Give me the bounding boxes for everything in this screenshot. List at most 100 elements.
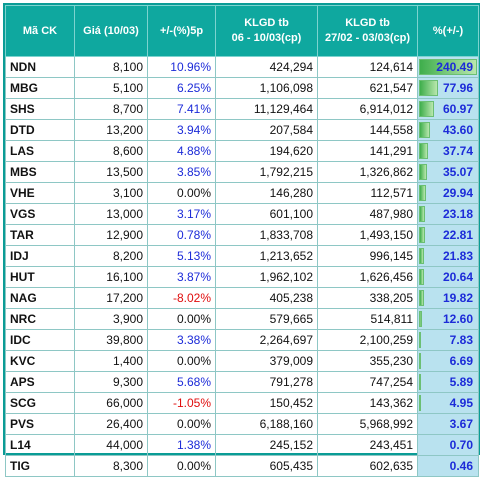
price-cell: 13,500 [74,161,148,183]
change-cell: -8.02% [147,287,216,309]
volume-change-pct-cell: 6.69 [417,350,479,372]
volume-prior-cell: 112,571 [317,182,418,204]
table-row: MBS 13,500 3.85% 1,792,215 1,326,862 35.07 [5,161,479,183]
change-cell: 3.94% [147,119,216,141]
volume-change-bar [419,143,429,159]
change-cell: 0.78% [147,224,216,246]
volume-change-bar [419,164,428,180]
volume-recent-cell: 601,100 [215,203,318,225]
volume-change-value: 37.74 [442,144,473,158]
volume-change-bar [419,101,434,117]
price-cell: 8,200 [74,245,148,267]
volume-change-value: 29.94 [442,186,473,200]
stock-volume-table: Mã CK Giá (10/03) +/-(%)5p KLGD tb 06 - … [5,5,479,477]
price-cell: 44,000 [74,434,148,456]
volume-change-pct-cell: 22.81 [417,224,479,246]
volume-change-value: 0.70 [449,438,473,452]
volume-change-bar [419,80,438,96]
table-row: NRC 3,900 0.00% 579,665 514,811 12.60 [5,308,479,330]
volume-change-value: 21.83 [442,249,473,263]
price-cell: 8,100 [74,56,148,78]
volume-recent-cell: 424,294 [215,56,318,78]
volume-change-bar [419,206,425,222]
volume-change-pct-cell: 240.49 [417,56,479,78]
change-cell: 0.00% [147,413,216,435]
table-row: HUT 16,100 3.87% 1,962,102 1,626,456 20.64 [5,266,479,288]
volume-change-bar [419,269,424,285]
volume-prior-cell: 621,547 [317,77,418,99]
volume-recent-cell: 146,280 [215,182,318,204]
stock-volume-table-panel: Mã CK Giá (10/03) +/-(%)5p KLGD tb 06 - … [3,3,480,477]
volume-change-bar [419,248,425,264]
stock-code-cell: VHE [5,182,75,204]
volume-prior-cell: 355,230 [317,350,418,372]
volume-prior-cell: 602,635 [317,455,418,477]
volume-change-value: 60.97 [442,102,473,116]
volume-change-value: 23.18 [442,207,473,221]
volume-change-value: 20.64 [442,270,473,284]
volume-recent-cell: 1,106,098 [215,77,318,99]
stock-code-cell: IDC [5,329,75,351]
price-cell: 13,000 [74,203,148,225]
volume-prior-cell: 144,558 [317,119,418,141]
price-cell: 3,900 [74,308,148,330]
stock-code-cell: LAS [5,140,75,162]
header-stock-code: Mã CK [5,5,75,57]
price-cell: 5,100 [74,77,148,99]
volume-change-value: 22.81 [442,228,473,242]
price-cell: 8,700 [74,98,148,120]
stock-code-cell: VGS [5,203,75,225]
price-cell: 3,100 [74,182,148,204]
volume-change-bar [419,311,423,327]
volume-recent-cell: 1,962,102 [215,266,318,288]
volume-recent-cell: 1,213,652 [215,245,318,267]
volume-recent-cell: 245,152 [215,434,318,456]
header-change-5-sessions: +/-(%)5p [147,5,216,57]
volume-change-pct-cell: 0.70 [417,434,479,456]
stock-code-cell: L14 [5,434,75,456]
volume-recent-cell: 6,188,160 [215,413,318,435]
volume-change-bar [419,122,430,138]
volume-recent-cell: 379,009 [215,350,318,372]
stock-code-cell: IDJ [5,245,75,267]
table-row: MBG 5,100 6.25% 1,106,098 621,547 77.96 [5,77,479,99]
change-cell: -1.05% [147,392,216,414]
volume-prior-cell: 1,326,862 [317,161,418,183]
volume-change-bar [419,59,477,75]
volume-prior-cell: 487,980 [317,203,418,225]
price-cell: 17,200 [74,287,148,309]
volume-prior-cell: 143,362 [317,392,418,414]
volume-prior-cell: 124,614 [317,56,418,78]
stock-code-cell: NRC [5,308,75,330]
volume-recent-cell: 1,792,215 [215,161,318,183]
volume-recent-cell: 194,620 [215,140,318,162]
volume-recent-cell: 1,833,708 [215,224,318,246]
change-cell: 5.13% [147,245,216,267]
volume-change-bar [419,395,421,411]
volume-recent-cell: 791,278 [215,371,318,393]
price-cell: 12,900 [74,224,148,246]
change-cell: 3.85% [147,161,216,183]
change-cell: 0.00% [147,350,216,372]
volume-change-value: 240.49 [436,60,473,74]
volume-change-value: 77.96 [442,81,473,95]
volume-change-bar [419,353,421,369]
price-cell: 66,000 [74,392,148,414]
table-row: L14 44,000 1.38% 245,152 243,451 0.70 [5,434,479,456]
table-row: IDJ 8,200 5.13% 1,213,652 996,145 21.83 [5,245,479,267]
volume-change-bar [419,185,427,201]
table-header-row: Mã CK Giá (10/03) +/-(%)5p KLGD tb 06 - … [5,5,479,57]
change-cell: 6.25% [147,77,216,99]
volume-change-pct-cell: 0.46 [417,455,479,477]
volume-change-value: 12.60 [442,312,473,326]
table-row: KVC 1,400 0.00% 379,009 355,230 6.69 [5,350,479,372]
table-row: VGS 13,000 3.17% 601,100 487,980 23.18 [5,203,479,225]
stock-code-cell: HUT [5,266,75,288]
volume-change-pct-cell: 7.83 [417,329,479,351]
change-cell: 1.38% [147,434,216,456]
stock-code-cell: SCG [5,392,75,414]
stock-code-cell: SHS [5,98,75,120]
volume-change-value: 5.89 [449,375,473,389]
volume-change-pct-cell: 20.64 [417,266,479,288]
header-volume-change-pct: %(+/-) [417,5,479,57]
